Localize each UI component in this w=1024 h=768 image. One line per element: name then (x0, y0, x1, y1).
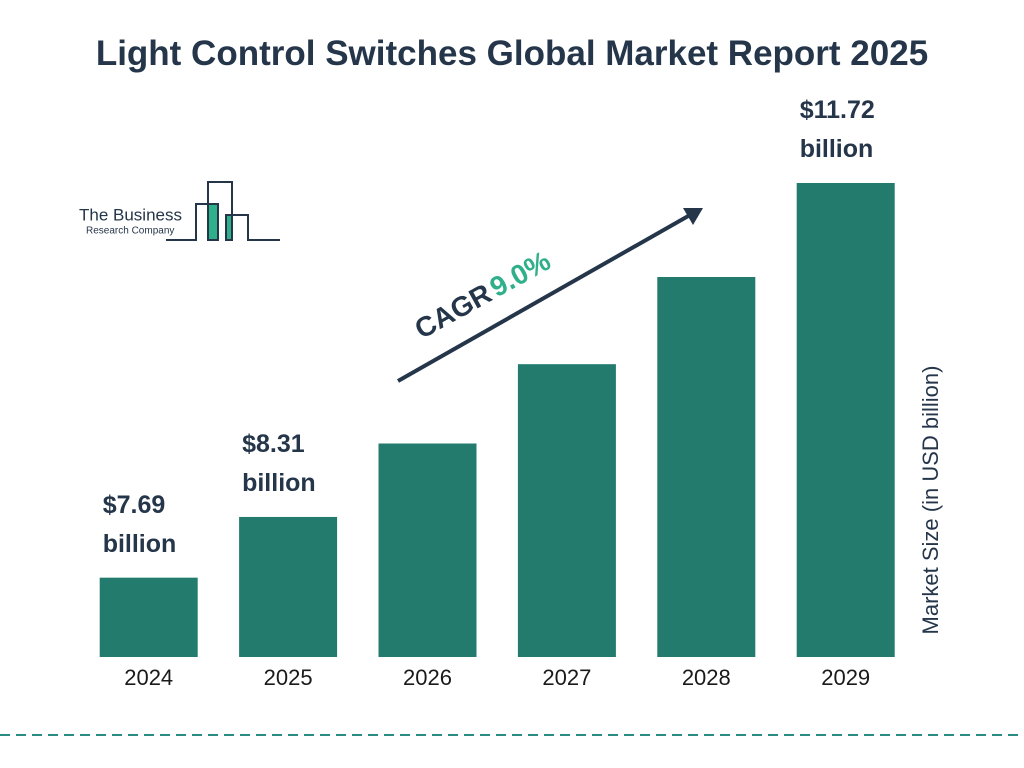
x-tick-label: 2026 (403, 665, 452, 690)
x-tick-label: 2024 (124, 665, 173, 690)
cagr-annotation: CAGR 9.0% (409, 245, 555, 345)
bar (657, 277, 756, 657)
arrow-head (683, 208, 703, 225)
value-label: $8.31 billion (242, 429, 316, 497)
logo (166, 181, 280, 241)
bar (99, 577, 198, 657)
value-label: $11.72 billion (799, 96, 875, 163)
bar (517, 364, 616, 657)
x-tick-label: 2025 (264, 665, 313, 690)
bar (378, 443, 477, 657)
x-tick-label: 2028 (682, 665, 731, 690)
bar (796, 183, 895, 657)
x-tick-label: 2029 (821, 665, 870, 690)
value-label: $7.69 billion (102, 490, 177, 558)
cagr-value: 9.0% (485, 245, 556, 303)
cagr-arrow (397, 213, 691, 383)
logo-text: The Business (79, 205, 182, 224)
x-tick-label: 2027 (542, 665, 591, 690)
y-axis-label: Market Size (in USD billion) (918, 366, 943, 635)
logo-subtext: Research Company (86, 226, 174, 237)
chart-title: Light Control Switches Global Market Rep… (95, 34, 929, 73)
bar (239, 516, 338, 657)
